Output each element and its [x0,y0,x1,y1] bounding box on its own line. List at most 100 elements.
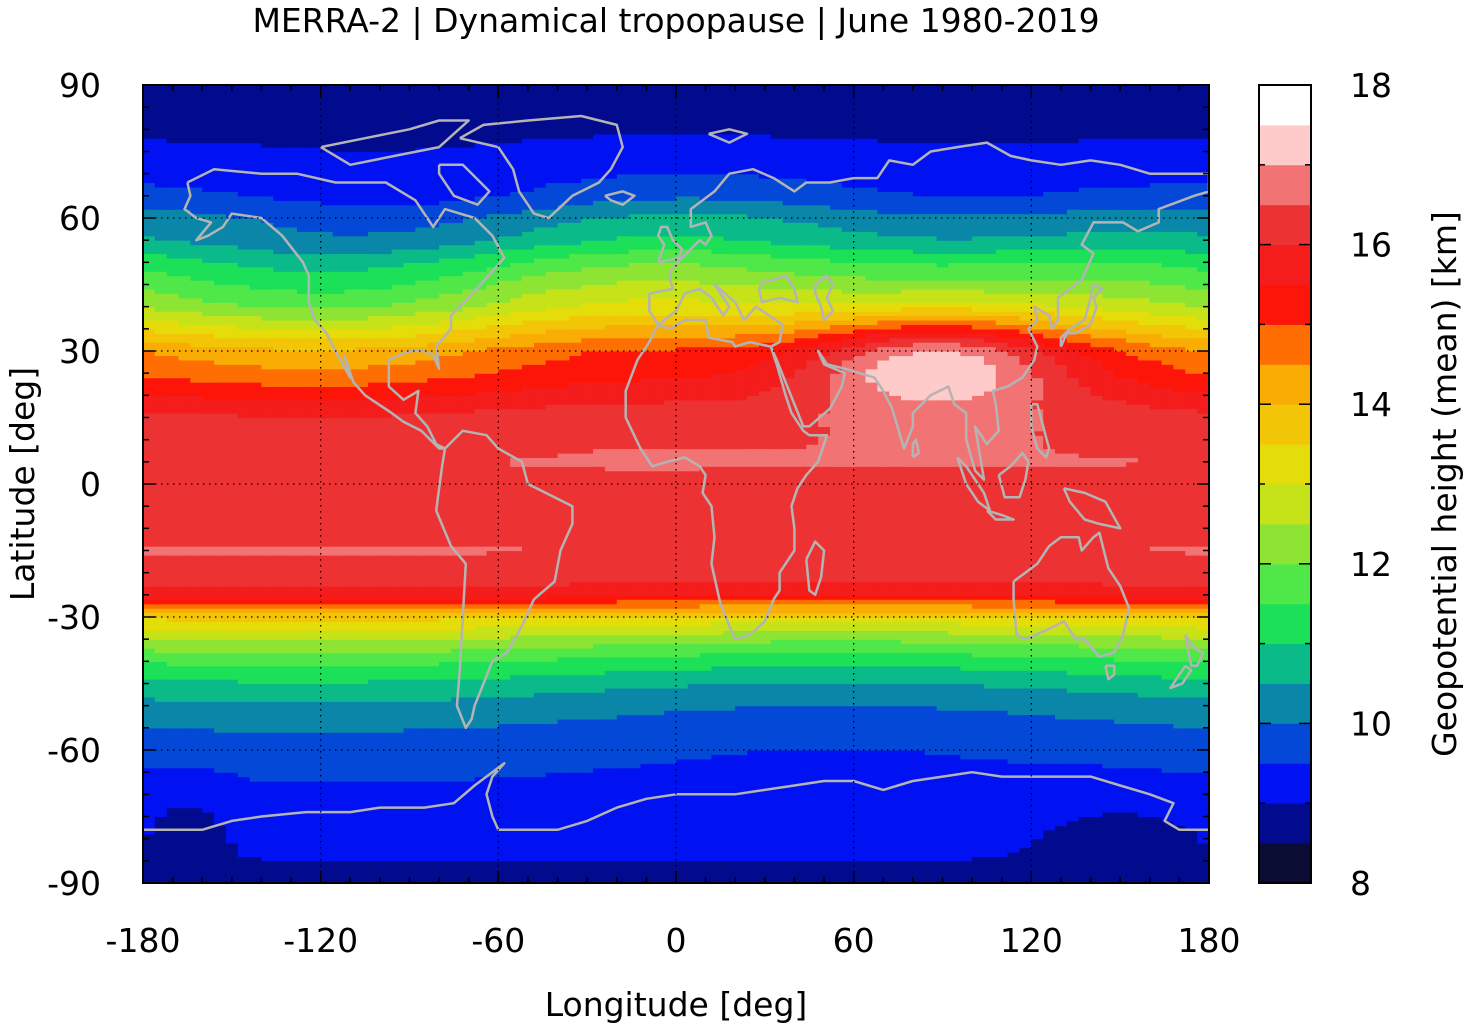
contour-cell [332,608,345,614]
contour-cell [1055,581,1068,596]
contour-cell [972,670,985,685]
contour-cell [522,333,535,348]
contour-cell [1173,324,1186,339]
contour-cell [901,612,914,618]
colorbar-swatch [1259,324,1311,365]
contour-cell [285,417,298,547]
contour-cell [806,617,819,622]
contour-cell [652,315,665,325]
contour-cell [403,599,416,605]
contour-cell [604,253,618,268]
contour-cell [379,603,393,609]
contour-cell [498,324,511,339]
contour-cell [948,652,961,667]
contour-cell [735,213,748,241]
contour-cell [261,399,274,419]
contour-cell [652,612,665,618]
contour-cell [628,404,641,450]
contour-cell [676,195,689,215]
contour-cell [1102,692,1115,720]
contour-cell [747,617,760,622]
contour-cell [747,652,760,667]
contour-cell [616,625,630,636]
contour-cell [225,701,239,733]
contour-cell [1149,302,1163,317]
contour-cell [249,266,262,290]
contour-cell [486,142,499,197]
contour-cell [948,195,961,215]
contour-cell [912,351,926,401]
contour-cell [912,399,926,467]
contour-cell [984,346,997,365]
contour-cell [1031,333,1044,343]
contour-cell [889,617,902,622]
contour-cell [415,599,428,605]
contour-cell [427,249,440,263]
contour-cell [178,333,191,343]
contour-cell [190,382,203,396]
contour-cell [1114,280,1127,299]
contour-cell [225,586,239,600]
contour-cell [320,608,334,614]
contour-cell [474,306,487,317]
contour-cell [379,701,393,733]
contour-cell [984,293,997,303]
contour-cell [356,399,369,419]
contour-cell [1055,315,1068,325]
contour-cell [1197,630,1209,640]
contour-cell [1197,772,1209,844]
contour-cell [474,608,487,614]
contour-cell [912,630,926,645]
contour-cell [427,639,440,654]
contour-cell [1137,138,1151,188]
contour-cell [498,213,511,237]
contour-cell [1149,359,1163,388]
contour-cell [237,546,251,556]
contour-cell [948,320,961,325]
contour-cell [972,253,985,263]
contour-cell [948,599,961,605]
contour-cell [249,399,262,419]
contour-cell [391,85,405,153]
contour-cell [841,293,855,303]
contour-cell [178,257,191,277]
contour-cell [1197,373,1209,392]
contour-cell [202,315,215,325]
contour-cell [1161,586,1174,600]
contour-cell [735,643,748,654]
contour-cell [202,262,215,281]
contour-cell [356,621,369,631]
contour-cell [249,732,262,782]
colorbar-swatch [1259,364,1311,405]
contour-cell [356,612,369,623]
contour-cell [1066,293,1080,308]
contour-cell [154,639,168,654]
contour-cell [545,244,559,259]
contour-cell [640,213,653,237]
contour-cell [1007,617,1020,627]
contour-cell [249,315,262,330]
contour-cell [687,643,701,658]
contour-cell [581,692,594,720]
contour-cell [391,546,405,556]
contour-cell [320,701,334,733]
contour-cell [640,599,653,609]
contour-cell [403,364,416,383]
contour-cell [285,630,298,640]
contour-cell [912,581,926,596]
contour-cell [415,701,428,729]
contour-cell [1126,457,1139,463]
contour-cell [249,328,262,339]
contour-cell [1078,594,1092,605]
contour-cell [687,133,701,175]
contour-cell [1090,674,1103,693]
contour-cell [853,355,867,467]
colorbar-swatch [1259,683,1311,724]
contour-cell [984,253,997,263]
contour-cell [912,280,926,290]
contour-cell [735,346,748,370]
contour-cell [806,359,819,445]
contour-cell [533,408,547,458]
contour-cell [214,382,227,401]
contour-cell [1161,324,1174,339]
